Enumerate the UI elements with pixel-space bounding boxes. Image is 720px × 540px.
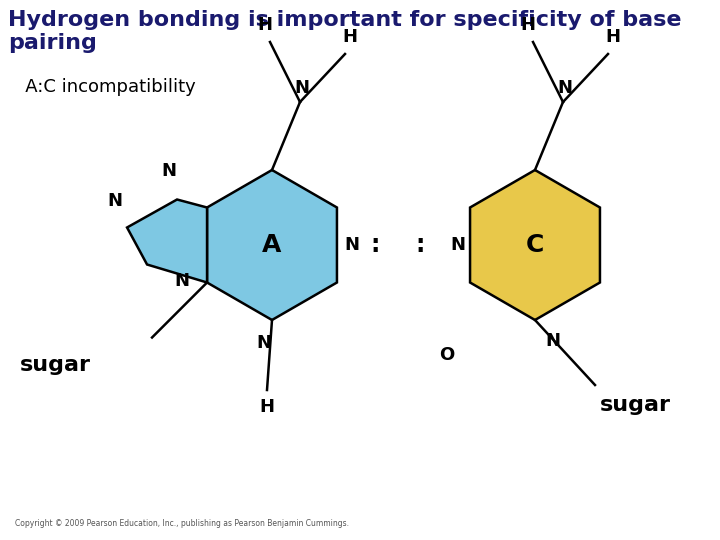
Text: C: C xyxy=(526,233,544,257)
Text: N: N xyxy=(161,161,176,179)
Text: N: N xyxy=(545,332,560,350)
Text: H: H xyxy=(343,28,358,46)
Text: :: : xyxy=(415,233,425,257)
Text: N: N xyxy=(344,236,359,254)
Text: H: H xyxy=(258,16,272,34)
Text: sugar: sugar xyxy=(20,355,91,375)
Polygon shape xyxy=(207,170,337,320)
Text: N: N xyxy=(174,272,189,289)
Text: A: A xyxy=(262,233,282,257)
Text: N: N xyxy=(107,192,122,210)
Text: H: H xyxy=(606,28,621,46)
Text: Hydrogen bonding is important for specificity of base
pairing: Hydrogen bonding is important for specif… xyxy=(8,10,682,53)
Text: N: N xyxy=(450,236,465,254)
Text: Copyright © 2009 Pearson Education, Inc., publishing as Pearson Benjamin Cumming: Copyright © 2009 Pearson Education, Inc.… xyxy=(15,519,349,528)
Text: A:C incompatibility: A:C incompatibility xyxy=(8,78,196,96)
Text: :: : xyxy=(370,233,379,257)
Text: O: O xyxy=(439,346,454,363)
Text: N: N xyxy=(557,79,572,97)
Text: H: H xyxy=(521,16,536,34)
Text: N: N xyxy=(256,334,271,352)
Polygon shape xyxy=(470,170,600,320)
Polygon shape xyxy=(127,199,207,282)
Text: sugar: sugar xyxy=(600,395,671,415)
Text: H: H xyxy=(259,398,274,416)
Text: N: N xyxy=(294,79,310,97)
